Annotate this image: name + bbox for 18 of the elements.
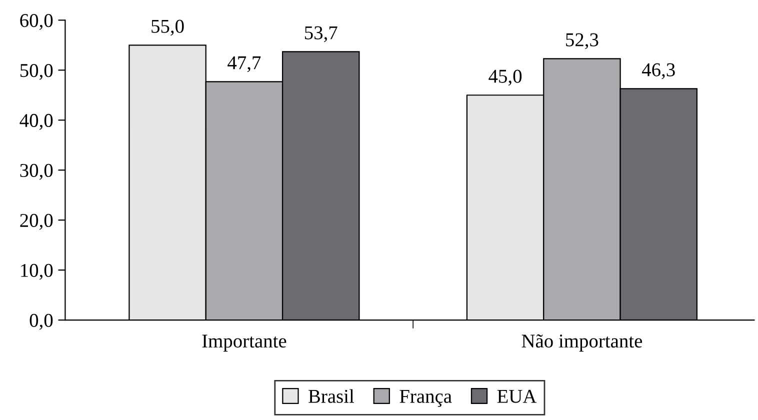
x-tick-label: Não importante: [522, 334, 642, 352]
legend-label: França: [400, 390, 452, 407]
y-tick-label: 0,0: [30, 314, 53, 330]
data-label: 45,0: [488, 70, 522, 86]
y-tick-label: 60,0: [20, 14, 53, 30]
data-label: 52,3: [566, 33, 598, 50]
legend-label: EUA: [497, 390, 537, 403]
y-tick-label: 50,0: [20, 64, 53, 80]
y-tick-label: 20,0: [20, 214, 53, 230]
data-label: 46,3: [642, 63, 675, 80]
y-tick-label: 30,0: [20, 164, 53, 180]
data-label: 47,7: [228, 56, 261, 72]
data-label: 55,0: [152, 20, 184, 36]
y-tick-label: 40,0: [20, 114, 53, 130]
x-tick-label: Importante: [202, 334, 286, 352]
y-tick-label: 10,0: [21, 264, 53, 280]
legend-label: Brasil: [308, 389, 354, 403]
data-label: 53,7: [304, 26, 338, 42]
